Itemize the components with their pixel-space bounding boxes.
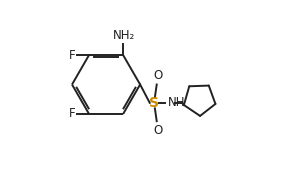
Text: O: O — [153, 69, 162, 82]
Text: F: F — [69, 49, 76, 62]
Text: F: F — [69, 108, 76, 121]
Text: O: O — [153, 124, 162, 137]
Text: NH₂: NH₂ — [113, 29, 135, 42]
Text: S: S — [149, 96, 159, 110]
Text: NH: NH — [168, 96, 186, 109]
